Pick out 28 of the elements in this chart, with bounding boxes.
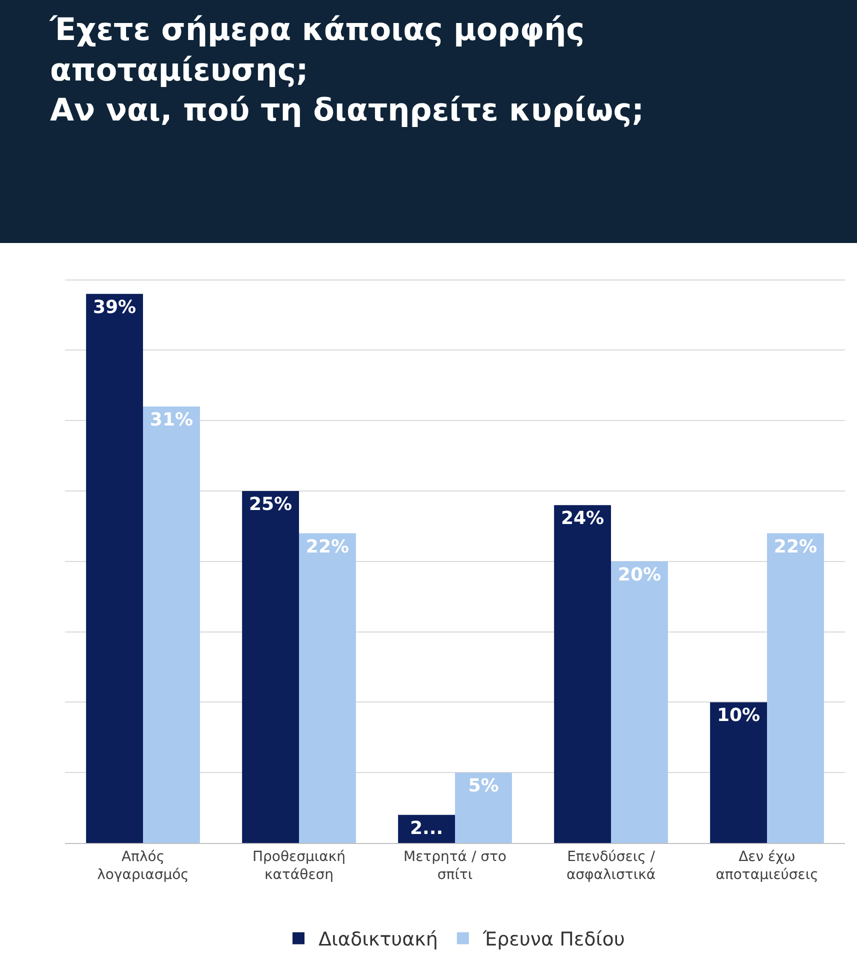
x-tick-label: Μετρητά / στο σπίτι xyxy=(404,848,506,883)
x-tick-label: Απλός λογαριασμός xyxy=(97,848,189,883)
bar xyxy=(242,491,299,843)
data-label: 20% xyxy=(618,564,662,586)
data-label: 22% xyxy=(774,536,818,558)
data-label: 39% xyxy=(92,296,136,318)
x-tick-label: Επενδύσεις / ασφαλιστικά xyxy=(566,848,656,883)
bar xyxy=(86,294,143,843)
bar xyxy=(143,406,200,843)
bar xyxy=(554,505,611,843)
bar xyxy=(710,702,767,843)
data-label: 31% xyxy=(150,410,194,431)
bar xyxy=(455,772,512,843)
chart-title: Έχετε σήμερα κάποιας μορφής αποταμίευσης; Αν ναι, πού τη διατηρείτε κυρίως; xyxy=(49,12,644,129)
data-label: 25% xyxy=(248,494,292,516)
data-label: 22% xyxy=(306,536,350,558)
data-label: 5% xyxy=(468,776,499,797)
bar xyxy=(299,533,356,843)
x-tick-label: Προθεσμιακή κατάθεση xyxy=(252,848,346,883)
data-label: 24% xyxy=(560,508,604,530)
data-label: 2... xyxy=(410,818,444,839)
legend-label: Διαδικτυακή xyxy=(318,928,438,951)
bar xyxy=(767,533,824,843)
legend-label: Έρευνα Πεδίου xyxy=(482,928,625,951)
bar xyxy=(398,814,455,843)
x-tick-label: Δεν έχω αποταμιεύσεις xyxy=(716,848,818,883)
bar xyxy=(611,561,668,843)
data-label: 10% xyxy=(716,705,760,726)
